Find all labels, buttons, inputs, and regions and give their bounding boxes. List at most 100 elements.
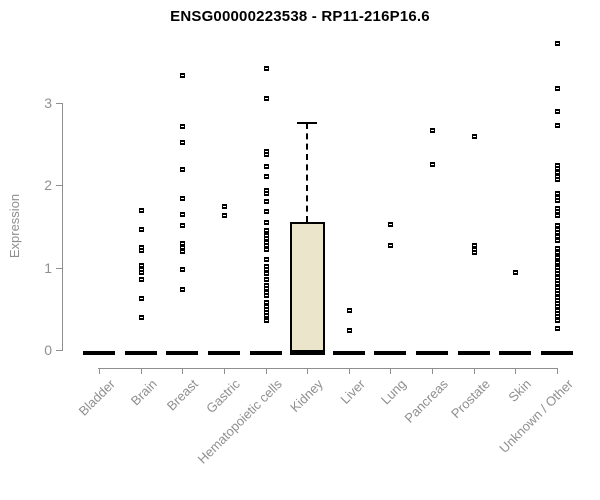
data-point: [555, 287, 561, 293]
data-point: [263, 292, 269, 298]
data-point: [263, 65, 269, 71]
data-point: [138, 263, 144, 269]
data-point: [555, 268, 561, 274]
data-point: [555, 162, 561, 168]
zero-value-bar: [457, 351, 490, 355]
data-point: [180, 267, 186, 273]
x-axis-tick: [223, 368, 225, 374]
data-point: [138, 269, 144, 275]
data-point: [555, 222, 561, 228]
data-point: [555, 274, 561, 280]
zero-value-bar: [541, 351, 574, 355]
data-point: [263, 277, 269, 283]
data-point: [263, 148, 269, 154]
data-point: [221, 203, 227, 209]
data-point: [180, 139, 186, 145]
data-point: [555, 41, 561, 47]
y-axis-line: [62, 103, 63, 351]
data-point: [263, 282, 269, 288]
data-point: [555, 190, 561, 196]
data-point: [555, 173, 561, 179]
x-axis-tick: [515, 368, 517, 374]
x-axis-tick: [557, 368, 559, 374]
zero-value-bar: [83, 351, 115, 355]
y-axis-tick: [56, 267, 62, 269]
data-point: [471, 246, 477, 252]
zero-value-bar: [374, 351, 407, 355]
y-axis-tick-label: 2: [44, 177, 52, 194]
y-axis-tick-label: 0: [44, 342, 52, 358]
y-axis-title: Expression: [7, 193, 22, 259]
box-median-line: [290, 350, 326, 355]
data-point: [388, 222, 394, 228]
data-point: [138, 266, 144, 272]
zero-value-bar: [416, 351, 449, 355]
data-point: [555, 259, 561, 265]
data-point: [555, 123, 561, 129]
data-point: [263, 96, 269, 102]
data-point: [263, 243, 269, 249]
data-point: [555, 301, 561, 307]
data-point: [263, 246, 269, 252]
data-point: [430, 128, 436, 134]
data-point: [263, 289, 269, 295]
data-point: [263, 219, 269, 225]
data-point: [555, 281, 561, 287]
data-point: [138, 315, 144, 321]
x-axis-tick: [99, 368, 100, 374]
data-point: [555, 176, 561, 182]
data-point: [555, 166, 561, 172]
data-point: [471, 242, 477, 248]
data-point: [555, 227, 561, 233]
y-axis-tick-label: 3: [44, 95, 52, 112]
data-point: [555, 284, 561, 290]
x-axis-tick: [182, 368, 184, 374]
data-point: [555, 205, 561, 211]
data-point: [346, 307, 352, 313]
data-point: [555, 213, 561, 219]
data-point: [555, 271, 561, 277]
data-point: [388, 243, 394, 249]
data-point: [430, 162, 436, 167]
data-point: [263, 310, 269, 316]
data-point: [555, 304, 561, 310]
data-point: [263, 286, 269, 292]
x-axis-tick: [473, 368, 475, 374]
data-point: [263, 267, 269, 273]
data-point: [180, 124, 186, 130]
data-point: [263, 173, 269, 179]
data-point: [263, 152, 269, 158]
zero-value-bar: [332, 351, 365, 355]
data-point: [555, 307, 561, 313]
y-axis-tick: [56, 185, 62, 187]
zero-value-bar: [249, 351, 282, 355]
data-point: [513, 269, 519, 275]
data-point: [555, 194, 561, 200]
data-point: [180, 222, 186, 228]
data-point: [263, 318, 269, 324]
data-point: [138, 208, 144, 214]
data-point: [180, 241, 186, 246]
data-point: [555, 234, 561, 240]
data-point: [180, 212, 186, 218]
data-point: [555, 250, 561, 256]
data-point: [263, 300, 269, 306]
data-point: [555, 291, 561, 297]
box-whisker: [306, 122, 309, 223]
data-point: [555, 278, 561, 284]
data-point: [555, 255, 561, 260]
data-point: [138, 227, 144, 233]
data-point: [180, 249, 186, 255]
zero-value-bar: [499, 351, 532, 355]
data-point: [263, 306, 269, 312]
data-point: [263, 190, 269, 196]
data-point: [263, 240, 269, 246]
data-point: [555, 310, 561, 316]
data-point: [555, 170, 561, 176]
data-point: [263, 199, 269, 205]
data-point: [263, 236, 269, 242]
data-point: [555, 318, 561, 324]
zero-value-bar: [207, 351, 240, 355]
data-point: [138, 245, 144, 251]
